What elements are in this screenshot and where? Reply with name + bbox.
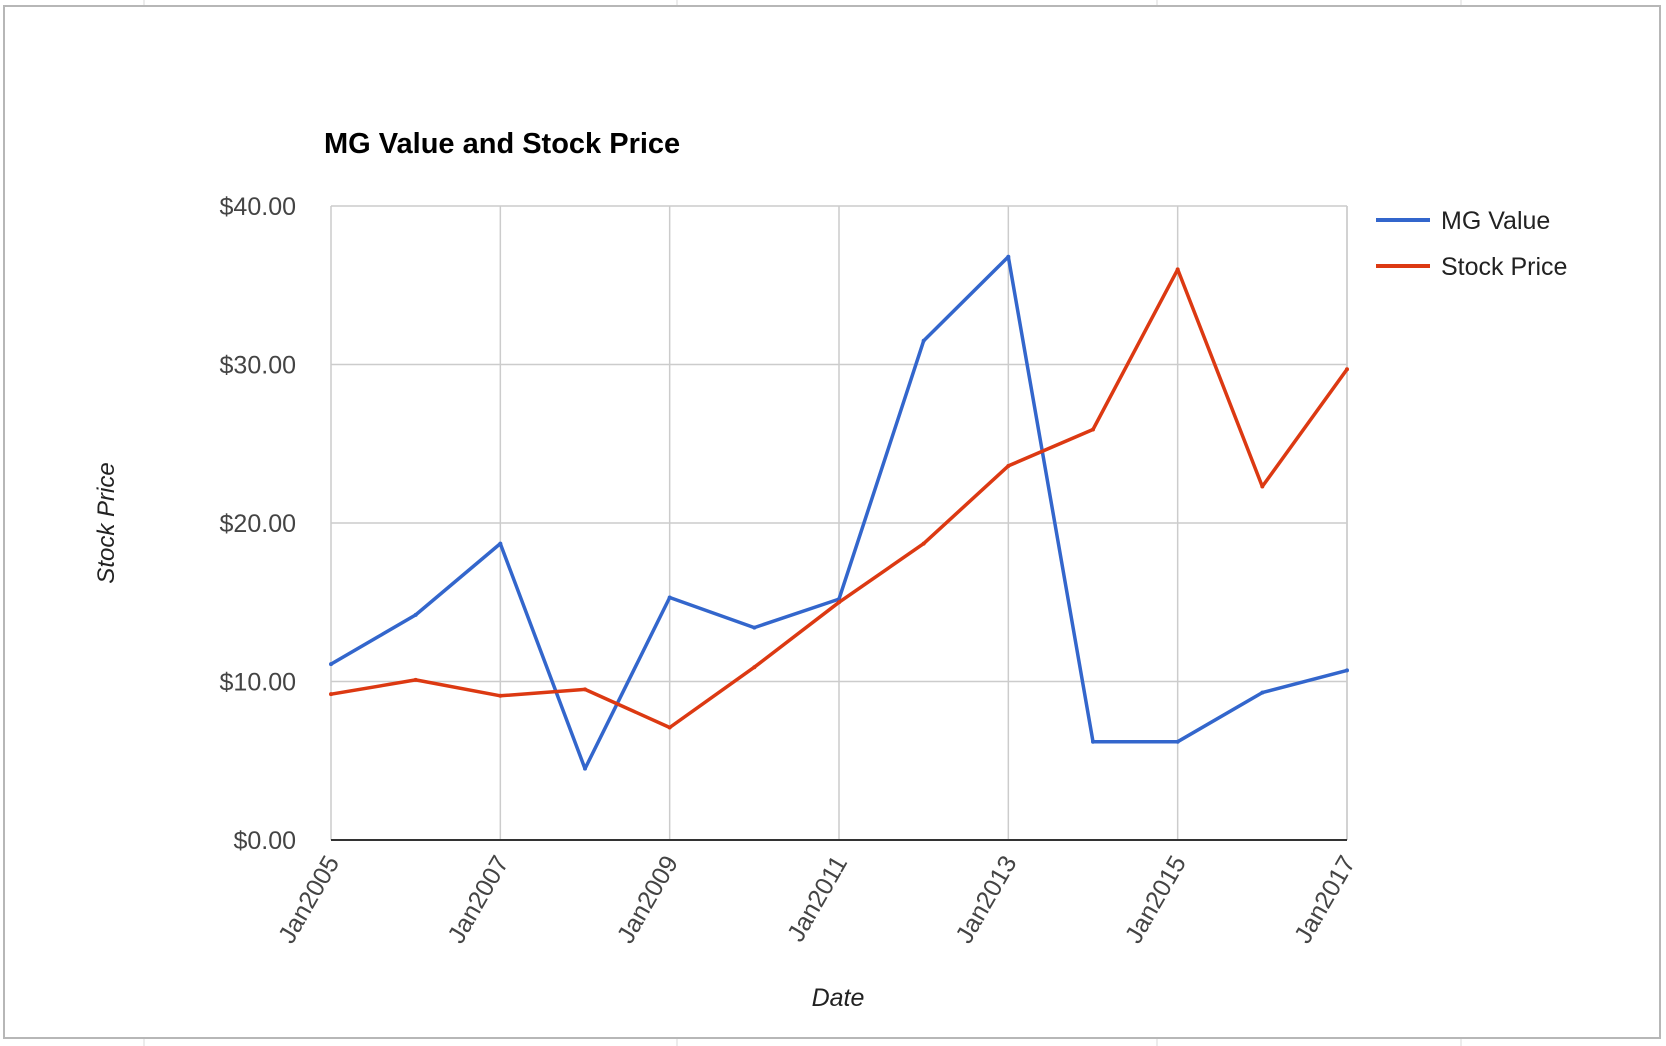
y-axis-ticks: $0.00 $10.00 $20.00 $30.00 $40.00 xyxy=(220,193,296,855)
x-axis-title: Date xyxy=(812,984,865,1012)
data-point-mg-value xyxy=(1260,690,1265,695)
data-point-mg-value xyxy=(667,595,672,600)
data-point-mg-value xyxy=(1006,254,1011,259)
series-lines xyxy=(329,254,1349,771)
data-point-mg-value xyxy=(1345,668,1349,673)
y-tick-label: $40.00 xyxy=(220,193,296,221)
data-point-mg-value xyxy=(583,766,587,771)
legend: MG Value Stock Price xyxy=(1376,207,1567,281)
data-point-stock-price xyxy=(1091,427,1095,432)
data-point-stock-price xyxy=(1175,267,1180,272)
data-point-stock-price xyxy=(667,725,672,730)
data-point-mg-value xyxy=(1091,739,1095,744)
data-point-stock-price xyxy=(583,687,587,692)
data-point-stock-price xyxy=(837,600,841,605)
legend-label-stock-price: Stock Price xyxy=(1441,253,1567,281)
data-point-mg-value xyxy=(413,612,418,617)
y-tick-label: $0.00 xyxy=(233,827,296,855)
data-point-mg-value xyxy=(329,662,333,667)
chart-card xyxy=(3,5,1661,1039)
data-point-mg-value xyxy=(752,625,757,630)
data-point-mg-value xyxy=(921,338,926,343)
data-point-stock-price xyxy=(413,677,418,682)
y-tick-label: $10.00 xyxy=(220,669,296,697)
data-point-mg-value xyxy=(498,541,503,546)
data-point-stock-price xyxy=(921,541,926,546)
data-point-stock-price xyxy=(329,692,333,697)
chart-title: MG Value and Stock Price xyxy=(324,128,680,160)
y-axis-title: Stock Price xyxy=(93,462,120,583)
data-point-stock-price xyxy=(1006,463,1011,468)
data-point-stock-price xyxy=(1260,484,1265,489)
data-point-stock-price xyxy=(752,665,757,670)
data-point-mg-value xyxy=(1175,739,1180,744)
legend-label-mg-value: MG Value xyxy=(1441,207,1550,235)
data-point-stock-price xyxy=(1345,367,1349,372)
gridlines xyxy=(330,205,1348,840)
y-tick-label: $20.00 xyxy=(220,510,296,538)
y-tick-label: $30.00 xyxy=(220,352,296,380)
data-point-stock-price xyxy=(498,693,503,698)
